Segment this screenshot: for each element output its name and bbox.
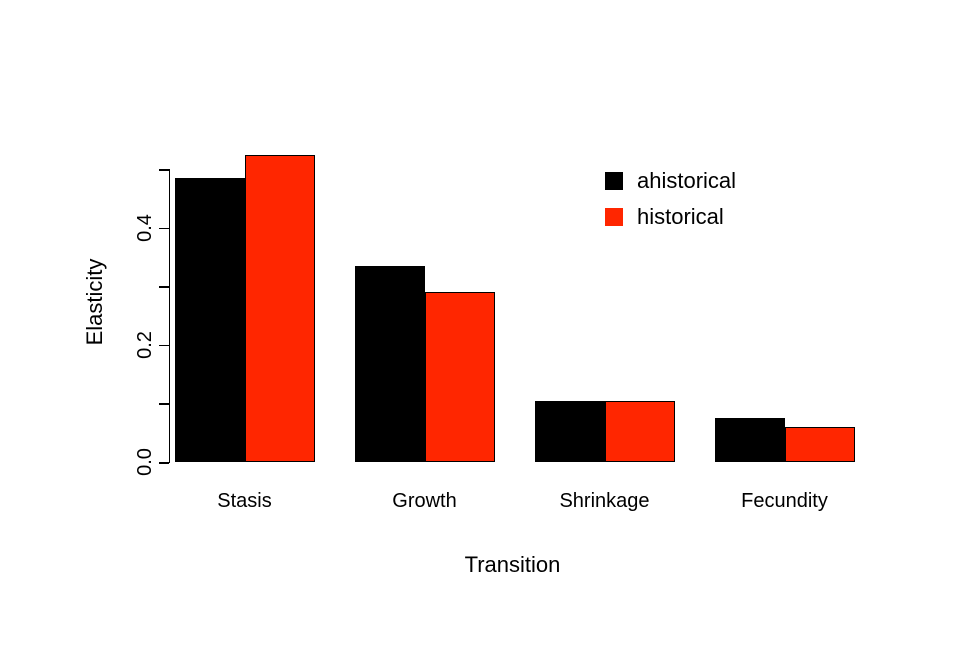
bar [715,418,785,462]
elasticity-bar-chart: 0.0 0.2 0.4 Elasticity StasisGrowthShrinkage… [0,0,960,672]
y-axis-title: Elasticity [82,202,108,402]
plot-area [170,140,855,462]
legend-label: ahistorical [637,168,736,194]
y-tick-label: 0.0 [134,432,158,492]
y-tick [159,403,169,405]
x-category-label: Growth [335,490,515,513]
y-tick-label: 0.2 [134,315,158,375]
legend: ahistorical historical [605,168,736,240]
bar [785,427,855,462]
bar [175,178,245,462]
x-category-label: Stasis [155,490,335,513]
legend-swatch [605,208,623,226]
bar [535,401,605,462]
x-category-label: Fecundity [695,490,875,513]
bar [245,155,315,462]
y-tick [159,462,169,464]
legend-item: ahistorical [605,168,736,194]
y-tick-label: 0.4 [134,198,158,258]
legend-swatch [605,172,623,190]
y-tick [159,169,169,171]
x-category-label: Shrinkage [515,490,695,513]
x-axis-title: Transition [170,552,855,578]
legend-item: historical [605,204,736,230]
y-tick [159,286,169,288]
bar [355,266,425,462]
y-tick [159,345,169,347]
legend-label: historical [637,204,724,230]
bar [425,292,495,462]
y-tick [159,228,169,230]
bar [605,401,675,462]
y-axis-line [169,169,171,463]
